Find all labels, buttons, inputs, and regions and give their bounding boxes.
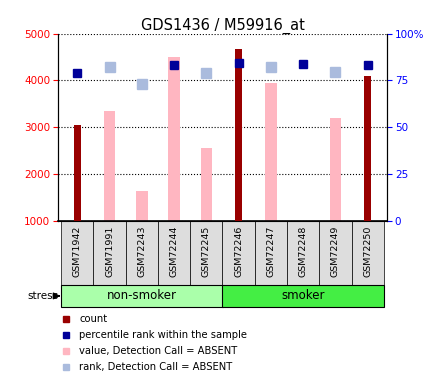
Bar: [222, 220, 255, 285]
Bar: [222, 285, 384, 307]
Text: value, Detection Call = ABSENT: value, Detection Call = ABSENT: [79, 346, 238, 356]
Text: percentile rank within the sample: percentile rank within the sample: [79, 330, 247, 340]
Bar: [158, 220, 190, 285]
Text: stress: stress: [28, 291, 58, 301]
Text: count: count: [79, 314, 107, 324]
Bar: [320, 220, 352, 285]
Text: GSM72248: GSM72248: [299, 226, 307, 277]
Bar: [287, 220, 320, 285]
Text: GSM71991: GSM71991: [105, 226, 114, 277]
Bar: [265, 83, 277, 220]
Text: GSM72245: GSM72245: [202, 226, 211, 277]
Text: GSM72250: GSM72250: [363, 226, 372, 277]
Bar: [61, 220, 93, 285]
Bar: [168, 57, 180, 220]
Bar: [201, 148, 212, 220]
Text: non-smoker: non-smoker: [107, 290, 177, 302]
Bar: [352, 220, 384, 285]
Bar: [190, 220, 222, 285]
Text: rank, Detection Call = ABSENT: rank, Detection Call = ABSENT: [79, 362, 232, 372]
Text: GSM72246: GSM72246: [234, 226, 243, 277]
Bar: [136, 191, 148, 220]
Text: GSM72249: GSM72249: [331, 226, 340, 277]
Bar: [125, 220, 158, 285]
Bar: [74, 125, 81, 220]
Text: GSM71942: GSM71942: [73, 226, 82, 277]
Text: smoker: smoker: [281, 290, 325, 302]
Text: GSM72244: GSM72244: [170, 226, 178, 277]
Bar: [330, 118, 341, 220]
Bar: [364, 76, 371, 220]
Text: GSM72243: GSM72243: [138, 226, 146, 277]
Bar: [104, 111, 115, 220]
Text: GSM72247: GSM72247: [267, 226, 275, 277]
Bar: [235, 49, 242, 220]
Bar: [93, 220, 125, 285]
Bar: [61, 285, 222, 307]
Bar: [255, 220, 287, 285]
Title: GDS1436 / M59916_at: GDS1436 / M59916_at: [141, 18, 304, 34]
